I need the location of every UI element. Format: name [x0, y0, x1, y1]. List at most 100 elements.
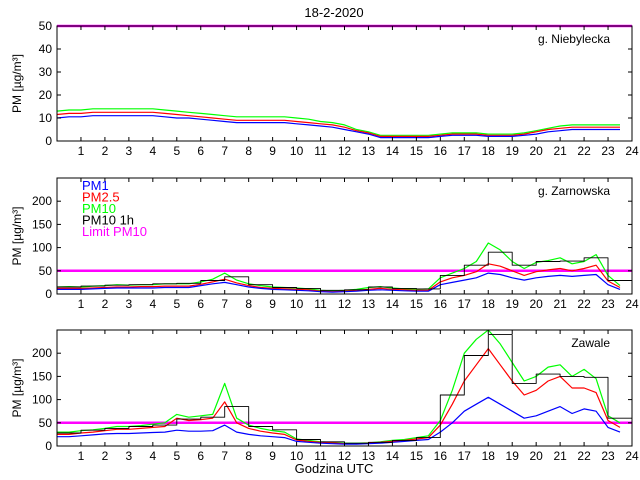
x-tick-label: 11	[314, 449, 327, 463]
x-tick-label: 11	[314, 144, 327, 158]
panel-1: 1 2 3 4 5 6 7 8 9 10 11 12 13 14 15 16 17 18 19 20 21 22 23 240…	[10, 19, 639, 158]
x-tick-label: 24	[625, 449, 639, 463]
x-tick-label: 13	[362, 449, 376, 463]
y-tick-label: 0	[45, 287, 52, 301]
y-axis-label: PM [µg/m³]	[10, 54, 24, 113]
x-tick-label: 12	[338, 449, 352, 463]
x-tick-label: 1	[78, 297, 85, 311]
x-tick-label: 12	[338, 297, 352, 311]
x-tick-label: 21	[553, 144, 567, 158]
x-tick-label: 9	[269, 297, 276, 311]
x-tick-label: 3	[126, 144, 133, 158]
x-tick-label: 3	[126, 449, 133, 463]
x-tick-label: 20	[529, 144, 543, 158]
x-tick-label: 10	[290, 449, 304, 463]
x-tick-label: 7	[221, 297, 228, 311]
x-tick-label: 4	[149, 297, 156, 311]
y-tick-label: 150	[32, 217, 52, 231]
x-tick-label: 1	[78, 449, 85, 463]
x-tick-label: 2	[102, 144, 109, 158]
x-tick-label: 20	[529, 297, 543, 311]
plot-area	[57, 26, 632, 141]
y-tick-label: 50	[39, 19, 53, 33]
x-tick-label: 19	[506, 449, 520, 463]
x-tick-label: 10	[290, 297, 304, 311]
x-tick-label: 24	[625, 297, 639, 311]
y-tick-label: 10	[39, 111, 53, 125]
x-tick-label: 7	[221, 449, 228, 463]
x-tick-label: 6	[197, 449, 204, 463]
panel-2: 1 2 3 4 5 6 7 8 9 10 11 12 13 14 15 16 17 18 19 20 21 22 23 240…	[10, 177, 639, 311]
y-tick-label: 100	[32, 393, 52, 407]
x-tick-label: 9	[269, 144, 276, 158]
legend-entry: PM10	[82, 201, 116, 216]
x-tick-label: 19	[506, 297, 520, 311]
x-tick-label: 19	[506, 144, 520, 158]
x-tick-label: 23	[601, 144, 615, 158]
x-tick-label: 24	[625, 144, 639, 158]
panel-3: 1 2 3 4 5 6 7 8 9 10 11 12 13 14 15 16 17 18 19 20 21 22 23 240…	[10, 329, 639, 463]
x-tick-label: 12	[338, 144, 352, 158]
x-tick-label: 18	[482, 449, 496, 463]
x-tick-label: 17	[458, 297, 472, 311]
x-tick-label: 8	[245, 144, 252, 158]
plot-area	[57, 178, 632, 294]
series-pm2-5	[56, 111, 620, 137]
x-tick-label: 2	[102, 449, 109, 463]
x-tick-label: 14	[386, 449, 400, 463]
y-tick-label: 20	[39, 88, 53, 102]
x-tick-label: 6	[197, 297, 204, 311]
x-tick-label: 1	[78, 144, 85, 158]
x-tick-label: 21	[553, 449, 567, 463]
x-tick-label: 23	[601, 449, 615, 463]
station-label: g. Niebylecka	[538, 32, 610, 46]
y-tick-label: 50	[39, 416, 53, 430]
x-tick-label: 20	[529, 449, 543, 463]
x-tick-label: 15	[410, 297, 424, 311]
series-pm1	[57, 396, 621, 445]
y-tick-label: 0	[45, 439, 52, 453]
x-tick-label: 15	[410, 144, 424, 158]
x-tick-label: 9	[269, 449, 276, 463]
y-tick-label: 150	[32, 369, 52, 383]
legend-entry: PM2.5	[82, 190, 120, 205]
y-tick-label: 30	[39, 65, 53, 79]
x-tick-label: 5	[173, 297, 180, 311]
x-axis-label: Godzina UTC	[295, 461, 374, 476]
x-tick-label: 7	[221, 144, 228, 158]
x-tick-label: 5	[173, 144, 180, 158]
x-tick-label: 14	[386, 297, 400, 311]
x-tick-label: 5	[173, 449, 180, 463]
x-tick-label: 17	[458, 144, 472, 158]
x-tick-label: 14	[386, 144, 400, 158]
x-tick-label: 23	[601, 297, 615, 311]
series-pm10	[56, 108, 620, 136]
y-axis-label: PM [µg/m³]	[10, 207, 24, 266]
station-label: g. Zarnowska	[538, 184, 610, 198]
x-tick-label: 17	[458, 449, 472, 463]
x-tick-label: 15	[410, 449, 424, 463]
x-tick-label: 3	[126, 297, 133, 311]
x-tick-label: 8	[245, 449, 252, 463]
x-tick-label: 22	[577, 144, 591, 158]
x-tick-label: 4	[149, 144, 156, 158]
x-tick-label: 18	[482, 144, 496, 158]
y-tick-label: 200	[32, 346, 52, 360]
series-pm1	[57, 272, 621, 293]
x-tick-label: 6	[197, 144, 204, 158]
x-tick-label: 10	[290, 144, 304, 158]
y-tick-label: 40	[39, 42, 53, 56]
x-tick-label: 18	[482, 297, 496, 311]
y-axis-label: PM [µg/m³]	[10, 359, 24, 418]
x-tick-label: 16	[434, 449, 448, 463]
y-tick-label: 100	[32, 241, 52, 255]
legend-entry: PM10 1h	[82, 213, 134, 228]
series-pm1	[56, 115, 620, 139]
x-tick-label: 16	[434, 297, 448, 311]
legend-entry: PM1	[82, 178, 109, 193]
x-tick-label: 4	[149, 449, 156, 463]
x-tick-label: 11	[314, 297, 327, 311]
x-tick-label: 22	[577, 297, 591, 311]
x-tick-label: 2	[102, 297, 109, 311]
